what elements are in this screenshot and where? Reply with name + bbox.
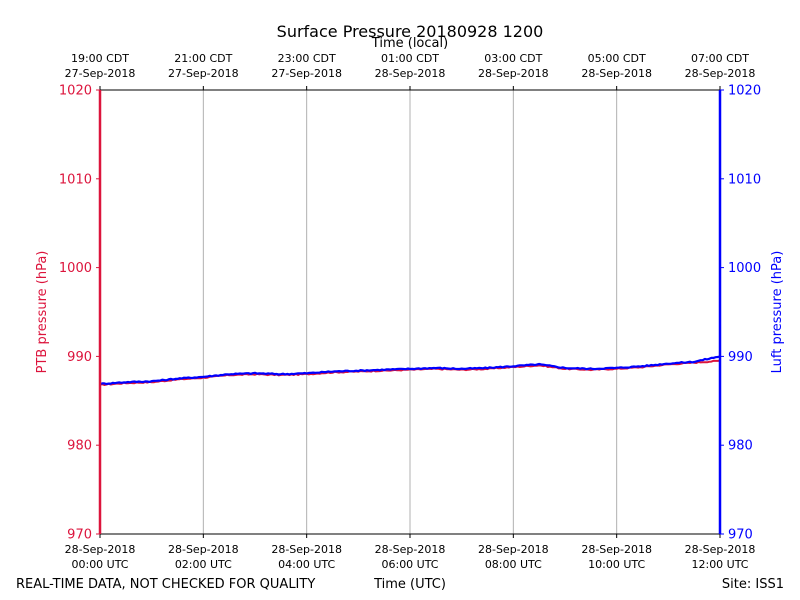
top-tick-label-time: 23:00 CDT — [278, 52, 336, 65]
x-tick-label-time: 02:00 UTC — [175, 558, 232, 571]
axes — [96, 86, 724, 538]
top-tick-label-date: 27-Sep-2018 — [271, 67, 342, 80]
right-axis-label: Luft pressure (hPa) — [770, 251, 785, 374]
top-tick-label-date: 28-Sep-2018 — [581, 67, 652, 80]
top-tick-label-time: 19:00 CDT — [71, 52, 129, 65]
x-tick-label-date: 28-Sep-2018 — [375, 543, 446, 556]
x-tick-label-time: 08:00 UTC — [485, 558, 542, 571]
right-tick-label: 1000 — [728, 261, 761, 276]
chart-title: Surface Pressure 20180928 1200 — [277, 22, 544, 41]
x-tick-label-time: 10:00 UTC — [588, 558, 645, 571]
right-tick-label: 1020 — [728, 84, 761, 99]
x-tick-label-time: 06:00 UTC — [381, 558, 438, 571]
right-tick-label: 980 — [728, 439, 753, 454]
left-tick-label: 980 — [67, 439, 92, 454]
footer-quality-note: REAL-TIME DATA, NOT CHECKED FOR QUALITY — [16, 577, 315, 592]
grid-lines — [202, 90, 618, 534]
x-tick-label-date: 28-Sep-2018 — [478, 543, 549, 556]
footer-site: Site: ISS1 — [722, 577, 784, 592]
x-tick-label-time: 12:00 UTC — [691, 558, 748, 571]
left-tick-label: 1000 — [59, 261, 92, 276]
left-tick-label: 1010 — [59, 172, 92, 187]
top-tick-label-date: 28-Sep-2018 — [375, 67, 446, 80]
left-tick-label: 990 — [67, 350, 92, 365]
top-tick-label-date: 28-Sep-2018 — [478, 67, 549, 80]
right-tick-label: 990 — [728, 350, 753, 365]
top-tick-label-time: 21:00 CDT — [174, 52, 232, 65]
bottom-axis-label: Time (UTC) — [373, 577, 446, 592]
x-tick-label-time: 00:00 UTC — [71, 558, 128, 571]
top-tick-label-time: 03:00 CDT — [484, 52, 542, 65]
x-tick-label-time: 04:00 UTC — [278, 558, 335, 571]
right-tick-label: 1010 — [728, 172, 761, 187]
top-axis-label: Time (local) — [371, 36, 448, 51]
tick-labels: 28-Sep-2018 00:00 UTC 19:00 CDT 27-Sep-2018… — [59, 52, 761, 571]
x-tick-label-date: 28-Sep-2018 — [685, 543, 756, 556]
top-tick-label-time: 05:00 CDT — [588, 52, 646, 65]
luft-pressure-line — [99, 355, 721, 386]
top-tick-label-time: 01:00 CDT — [381, 52, 439, 65]
x-tick-label-date: 28-Sep-2018 — [271, 543, 342, 556]
left-tick-label: 1020 — [59, 84, 92, 99]
x-tick-label-date: 28-Sep-2018 — [168, 543, 239, 556]
x-tick-label-date: 28-Sep-2018 — [581, 543, 652, 556]
series-lines — [99, 355, 721, 386]
top-tick-label-date: 28-Sep-2018 — [685, 67, 756, 80]
top-tick-label-time: 07:00 CDT — [691, 52, 749, 65]
left-axis-label: PTB pressure (hPa) — [35, 251, 50, 374]
right-tick-label: 970 — [728, 528, 753, 543]
top-tick-label-date: 27-Sep-2018 — [168, 67, 239, 80]
left-tick-label: 970 — [67, 528, 92, 543]
x-tick-label-date: 28-Sep-2018 — [65, 543, 136, 556]
top-tick-label-date: 27-Sep-2018 — [65, 67, 136, 80]
